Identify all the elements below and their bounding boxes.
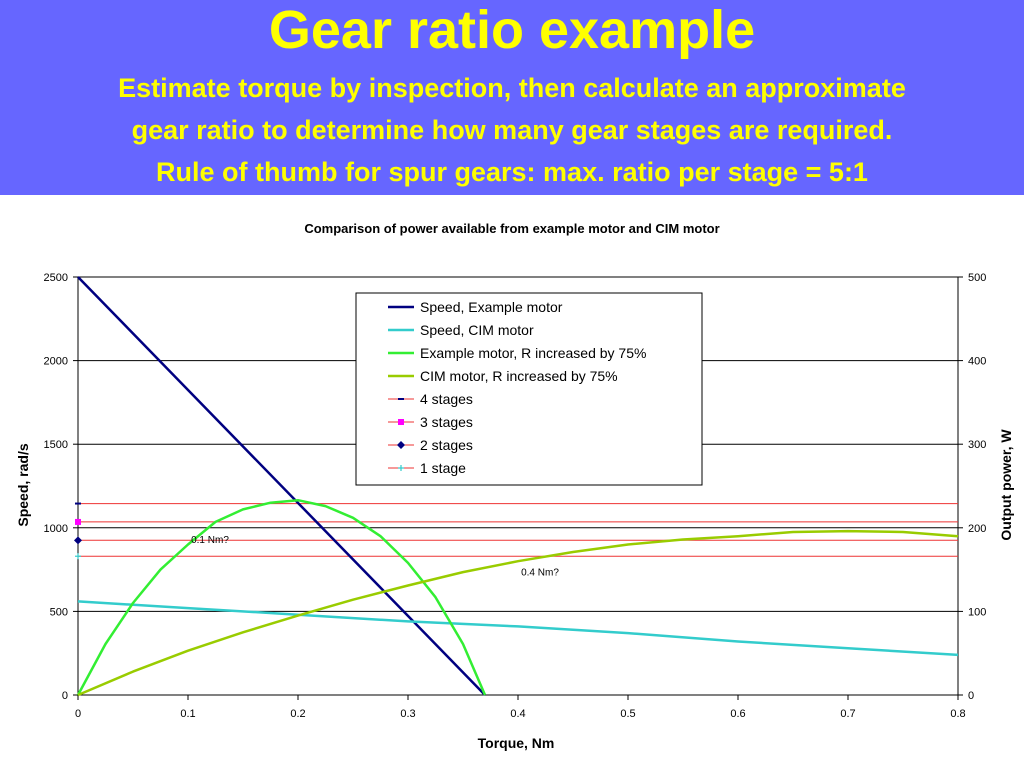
annotation-label: 0.1 Nm? xyxy=(191,535,229,546)
legend-label: Example motor, R increased by 75% xyxy=(420,345,646,361)
legend-label: Speed, CIM motor xyxy=(420,322,534,338)
y-tick-label-left: 0 xyxy=(62,690,68,702)
y-tick-label-right: 400 xyxy=(968,356,986,368)
annotation-layer: 0.1 Nm? 0.4 Nm? xyxy=(191,535,559,579)
legend-label: 4 stages xyxy=(420,391,473,407)
y-tick-label-right: 100 xyxy=(968,606,986,618)
legend-label: 3 stages xyxy=(420,414,473,430)
chart-title: Comparison of power available from examp… xyxy=(304,221,719,236)
slide-title: Gear ratio example xyxy=(268,0,756,60)
legend-label: 2 stages xyxy=(420,437,473,453)
series-layer xyxy=(74,276,959,697)
x-tick-label: 0.1 xyxy=(180,708,195,720)
y-tick-label-right: 0 xyxy=(968,690,974,702)
subtitle-line-3: Rule of thumb for spur gears: max. ratio… xyxy=(156,157,868,187)
legend-marker xyxy=(398,419,404,425)
y-axis-label-left: Speed, rad/s xyxy=(15,443,31,526)
x-tick-label: 0.8 xyxy=(950,708,965,720)
x-tick-label: 0.4 xyxy=(510,708,525,720)
chart-legend: Speed, Example motor Speed, CIM motor Exam… xyxy=(355,292,703,486)
legend-label: 1 stage xyxy=(420,460,466,476)
chart-area: Comparison of power available from examp… xyxy=(0,195,1024,768)
series-marker-2-stages xyxy=(74,536,82,545)
subtitle-line-2: gear ratio to determine how many gear st… xyxy=(131,115,893,145)
legend-box xyxy=(355,292,703,486)
y-tick-label-left: 1000 xyxy=(44,523,68,535)
x-axis-label: Torque, Nm xyxy=(478,735,555,751)
power-comparison-chart: Comparison of power available from examp… xyxy=(15,221,1014,751)
annotation-label: 0.4 Nm? xyxy=(521,567,559,578)
series-line-example-motor-r-increased-by-75 xyxy=(76,498,487,696)
x-tick-label: 0 xyxy=(75,708,81,720)
y-tick-label-left: 500 xyxy=(50,606,68,618)
y-tick-label-right: 200 xyxy=(968,523,986,535)
x-tick-label: 0.7 xyxy=(840,708,855,720)
axes-layer: 0 500 1000 1500 2000 2500 0 100 200 300 400 500 0 0.1… xyxy=(44,272,987,720)
y-tick-label-left: 2000 xyxy=(44,356,68,368)
x-tick-label: 0.5 xyxy=(620,708,635,720)
series-line-speed-example-motor xyxy=(77,276,486,696)
series-line-speed-cim-motor xyxy=(77,600,959,657)
x-tick-label: 0.3 xyxy=(400,708,415,720)
y-tick-label-right: 300 xyxy=(968,439,986,451)
y-axis-label-right: Output power, W xyxy=(998,429,1014,541)
x-tick-label: 0.6 xyxy=(730,708,745,720)
y-tick-label-left: 1500 xyxy=(44,439,68,451)
subtitle-line-1: Estimate torque by inspection, then calc… xyxy=(118,73,906,103)
y-tick-label-left: 2500 xyxy=(44,272,68,284)
y-tick-label-right: 500 xyxy=(968,272,986,284)
legend-label: CIM motor, R increased by 75% xyxy=(420,368,618,384)
series-marker-3-stages xyxy=(75,518,81,525)
series-line-cim-motor-r-increased-by-75 xyxy=(77,529,959,697)
legend-marker xyxy=(397,441,405,449)
slide-header: Gear ratio example Estimate torque by in… xyxy=(0,0,1024,195)
legend-label: Speed, Example motor xyxy=(420,299,563,315)
x-tick-label: 0.2 xyxy=(290,708,305,720)
